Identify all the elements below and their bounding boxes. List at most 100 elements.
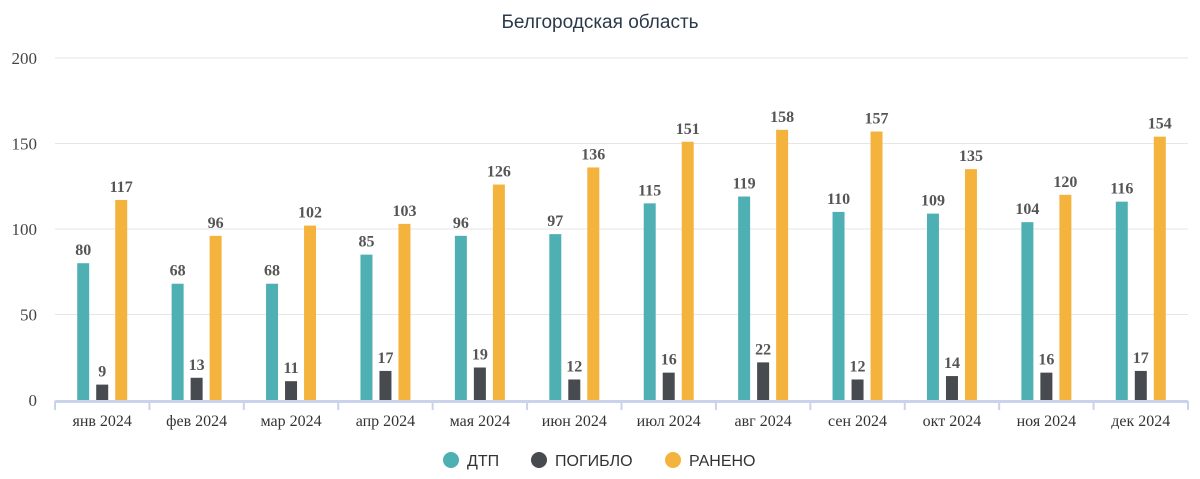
- bar-raneno: [1153, 136, 1166, 400]
- bar-raneno: [1059, 194, 1072, 400]
- data-label-dtp: 68: [264, 263, 280, 280]
- data-label-dtp: 97: [547, 213, 563, 230]
- data-label-pogiblo: 16: [661, 352, 677, 369]
- data-label-dtp: 96: [453, 215, 469, 232]
- data-label-raneno: 136: [581, 146, 605, 163]
- data-label-raneno: 151: [676, 121, 700, 138]
- bar-raneno: [776, 129, 789, 400]
- data-label-raneno: 158: [770, 109, 794, 126]
- data-label-dtp: 80: [75, 242, 91, 259]
- data-labels: 80 9 117 68 13 96 68 11 102 85 17 103 96 19 126 97 12 136…: [75, 109, 1172, 381]
- bars: [77, 129, 1166, 401]
- data-label-dtp: 68: [170, 263, 186, 280]
- data-label-pogiblo: 13: [189, 357, 205, 374]
- bar-raneno: [115, 199, 128, 400]
- y-tick-label: 100: [12, 220, 38, 239]
- bar-pogiblo: [379, 370, 392, 400]
- x-tick-label: окт 2024: [923, 413, 982, 430]
- data-label-raneno: 135: [959, 148, 983, 165]
- bar-pogiblo: [285, 381, 298, 400]
- y-tick-label: 150: [12, 135, 38, 154]
- bar-dtp: [77, 263, 90, 400]
- bar-dtp: [832, 211, 845, 400]
- x-tick-label: июл 2024: [637, 413, 701, 430]
- x-tick-label: ноя 2024: [1017, 413, 1077, 430]
- data-label-pogiblo: 17: [377, 350, 393, 367]
- x-axis: янв 2024 фев 2024 мар 2024 апр 2024 мая 2024…: [54, 400, 1189, 430]
- y-tick-label: 50: [20, 306, 37, 325]
- data-label-raneno: 154: [1148, 116, 1172, 133]
- data-label-dtp: 116: [1110, 181, 1133, 198]
- x-tick-label: авг 2024: [735, 413, 792, 430]
- data-label-pogiblo: 11: [283, 360, 298, 377]
- legend-label-pogiblo: ПОГИБЛО: [555, 453, 633, 470]
- data-label-raneno: 102: [298, 205, 322, 222]
- bar-pogiblo: [757, 362, 770, 400]
- bar-dtp: [738, 196, 751, 400]
- data-label-dtp: 119: [733, 176, 756, 193]
- data-label-raneno: 126: [487, 164, 511, 181]
- legend-item-raneno[interactable]: РАНЕНО: [665, 452, 756, 470]
- x-tick-label: сен 2024: [828, 413, 887, 430]
- data-label-pogiblo: 12: [850, 358, 866, 375]
- x-tick-label: июн 2024: [542, 413, 607, 430]
- x-tick-label: мар 2024: [260, 413, 321, 430]
- grid: [55, 57, 1188, 315]
- bar-dtp: [926, 213, 939, 400]
- x-tick-label: дек 2024: [1111, 413, 1170, 430]
- bar-dtp: [1115, 201, 1128, 400]
- data-label-pogiblo: 19: [472, 347, 488, 364]
- x-tick-label: апр 2024: [356, 413, 415, 430]
- data-label-pogiblo: 22: [755, 341, 771, 358]
- data-label-dtp: 115: [638, 182, 661, 199]
- bar-pogiblo: [1040, 372, 1053, 400]
- bar-pogiblo: [96, 384, 109, 400]
- x-tick-label: фев 2024: [166, 413, 227, 430]
- data-label-raneno: 157: [865, 111, 889, 128]
- legend-label-dtp: ДТП: [467, 453, 499, 470]
- legend-item-pogiblo[interactable]: ПОГИБЛО: [531, 452, 633, 470]
- data-label-dtp: 104: [1015, 201, 1039, 218]
- bar-raneno: [964, 169, 977, 400]
- legend-label-raneno: РАНЕНО: [689, 453, 756, 470]
- bar-pogiblo: [473, 367, 486, 400]
- data-label-pogiblo: 9: [98, 364, 106, 381]
- x-tick-label: янв 2024: [72, 413, 131, 430]
- bar-dtp: [360, 254, 373, 400]
- legend-marker-dtp: [443, 452, 459, 468]
- data-label-pogiblo: 14: [944, 355, 960, 372]
- chart-title: Белгородская область: [501, 12, 698, 33]
- x-tick-label: мая 2024: [450, 413, 510, 430]
- bar-dtp: [454, 235, 467, 400]
- bar-raneno: [870, 131, 883, 400]
- data-label-raneno: 120: [1053, 174, 1077, 191]
- bar-raneno: [398, 223, 411, 400]
- legend-marker-raneno: [665, 452, 681, 468]
- data-label-pogiblo: 16: [1038, 352, 1054, 369]
- bar-pogiblo: [568, 379, 581, 400]
- y-tick-label: 200: [12, 49, 38, 68]
- legend-marker-pogiblo: [531, 452, 547, 468]
- bar-raneno: [681, 141, 694, 401]
- bar-dtp: [643, 203, 656, 400]
- data-label-raneno: 96: [208, 215, 224, 232]
- data-label-dtp: 110: [827, 191, 850, 208]
- bar-pogiblo: [945, 376, 958, 400]
- y-axis-ticks: 0 50 100 150 200: [12, 49, 38, 410]
- bar-dtp: [1021, 222, 1034, 400]
- bar-pogiblo: [851, 379, 864, 400]
- bar-raneno: [587, 167, 600, 400]
- y-tick-label: 0: [29, 391, 38, 410]
- data-label-raneno: 103: [392, 203, 416, 220]
- legend-item-dtp[interactable]: ДТП: [443, 452, 499, 470]
- bar-dtp: [266, 283, 279, 400]
- data-label-pogiblo: 12: [566, 358, 582, 375]
- bar-raneno: [209, 235, 222, 400]
- bar-dtp: [549, 234, 562, 400]
- legend[interactable]: ДТП ПОГИБЛО РАНЕНО: [443, 452, 756, 470]
- data-label-raneno: 117: [110, 179, 133, 196]
- data-label-dtp: 85: [358, 234, 374, 251]
- bar-pogiblo: [662, 372, 675, 400]
- data-label-dtp: 109: [921, 193, 945, 210]
